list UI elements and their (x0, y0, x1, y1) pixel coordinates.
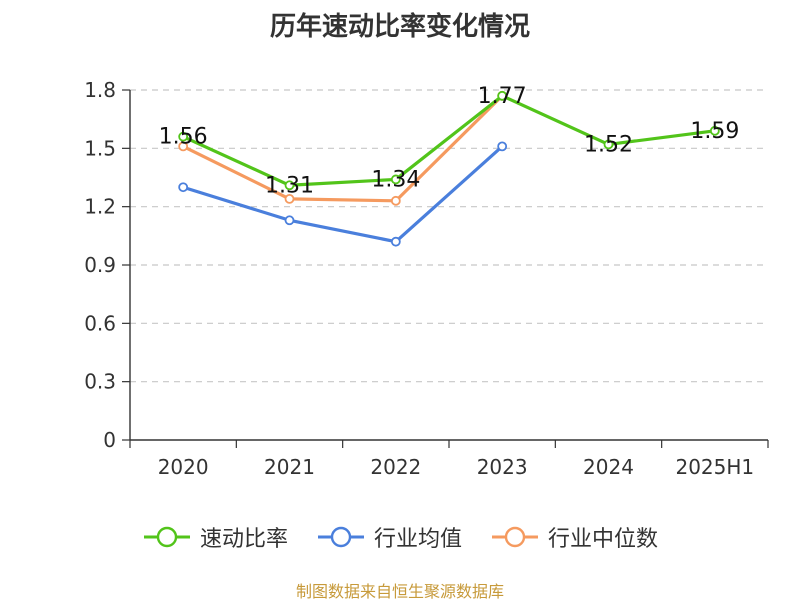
data-point (178, 131, 189, 142)
x-tick-label: 2025H1 (675, 455, 754, 479)
data-point (603, 139, 614, 150)
data-label: 1.52 (584, 132, 633, 157)
series-line-2 (182, 94, 504, 203)
legend: 速动比率 行业均值 行业中位数 (0, 520, 800, 554)
source-note: 制图数据来自恒生聚源数据库 (295, 582, 504, 601)
data-point (178, 182, 189, 193)
data-point (390, 195, 401, 206)
y-tick-label: 1.2 (84, 195, 116, 219)
data-label: 1.77 (478, 84, 527, 109)
legend-item[interactable]: 速动比率 (142, 521, 288, 553)
data-label: 1.34 (371, 167, 420, 192)
y-tick-label: 0.6 (84, 311, 116, 335)
x-tick-label: 2024 (583, 455, 634, 479)
data-point (497, 90, 508, 101)
data-point (709, 125, 720, 136)
x-tick-label: 2021 (264, 455, 315, 479)
legend-swatch (143, 526, 190, 548)
data-point (178, 141, 189, 152)
y-tick-label: 0 (103, 428, 116, 452)
legend-label: 行业中位数 (548, 527, 659, 552)
data-point (284, 180, 295, 191)
series-line-1 (182, 145, 504, 244)
y-tick-label: 0.3 (84, 370, 116, 394)
data-labels: 1.56 1.31 1.34 1.77 1.52 1.59 (159, 84, 740, 198)
axes: 0 0.3 0.6 0.9 1.2 1.5 1.8 2020 2021 2022 2023 2024 2… (84, 78, 769, 479)
legend-item[interactable]: 行业中位数 (490, 521, 658, 553)
data-point (284, 215, 295, 226)
legend-item[interactable]: 行业均值 (316, 521, 462, 553)
data-point (390, 174, 401, 185)
x-tick-label: 2023 (477, 455, 528, 479)
x-tick-label: 2022 (370, 455, 421, 479)
grid-lines (130, 89, 768, 383)
data-label: 1.56 (159, 125, 208, 150)
data-point (284, 193, 295, 204)
x-tick-label: 2020 (158, 455, 209, 479)
y-tick-label: 1.8 (84, 78, 116, 102)
y-tick-label: 1.5 (84, 136, 116, 160)
legend-label: 速动比率 (199, 527, 288, 552)
data-label: 1.31 (265, 173, 314, 198)
legend-label: 行业均值 (373, 527, 462, 552)
legend-swatch (317, 526, 364, 548)
data-point (390, 236, 401, 247)
series-line-0 (182, 94, 716, 187)
y-tick-label: 0.9 (84, 253, 116, 277)
series-lines (178, 90, 720, 247)
chart-title: 历年速动比率变化情况 (269, 12, 530, 42)
data-label: 1.59 (690, 119, 739, 144)
legend-swatch (492, 526, 538, 548)
data-point (497, 141, 508, 152)
